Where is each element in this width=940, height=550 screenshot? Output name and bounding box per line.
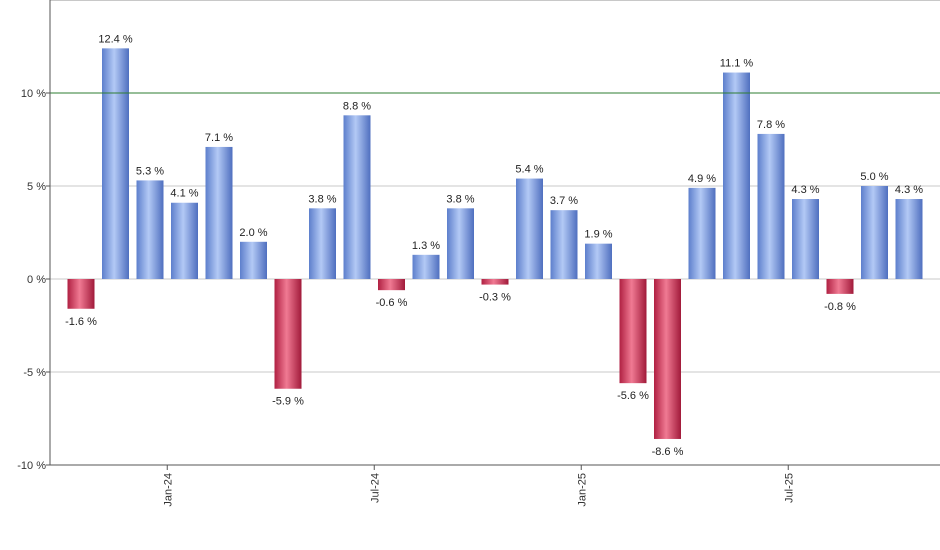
data-label: 4.3 %	[895, 184, 923, 196]
data-label: 1.9 %	[584, 229, 612, 241]
y-tick-label: -10 %	[17, 460, 46, 472]
bar-layer	[67, 48, 923, 439]
data-label: -5.6 %	[617, 390, 649, 402]
bar	[412, 254, 440, 279]
bar	[481, 279, 509, 285]
y-tick-label: 0 %	[27, 274, 46, 286]
data-label: 12.4 %	[98, 33, 132, 45]
data-label: 5.0 %	[860, 171, 888, 183]
bar	[792, 199, 819, 279]
x-tick-label: Jan-25	[576, 473, 588, 507]
data-label: 4.3 %	[791, 184, 819, 196]
data-label: 11.1 %	[720, 58, 754, 70]
data-label: 5.4 %	[515, 164, 543, 176]
bar	[688, 187, 716, 279]
bar	[136, 180, 164, 279]
bar	[102, 48, 129, 279]
bar	[619, 279, 647, 384]
x-tick-label: Jan-24	[162, 473, 174, 507]
bar	[895, 199, 923, 279]
data-label: -0.8 %	[824, 301, 856, 313]
data-label: 5.3 %	[136, 165, 164, 177]
y-tick-label: 5 %	[27, 181, 46, 193]
bar	[343, 115, 371, 279]
data-label: 4.1 %	[170, 188, 198, 200]
bar	[550, 210, 578, 279]
bar	[654, 279, 681, 439]
bar	[447, 208, 474, 279]
bar	[67, 279, 95, 309]
data-label: -8.6 %	[652, 446, 684, 458]
data-label: 3.8 %	[446, 193, 474, 205]
bar	[826, 279, 854, 294]
x-tick-label: Jul-25	[783, 473, 795, 503]
x-tick-label: Jul-24	[369, 473, 381, 503]
data-label: -5.9 %	[272, 396, 304, 408]
bar	[585, 243, 612, 279]
bar	[274, 279, 302, 389]
data-label: -0.6 %	[376, 297, 408, 309]
y-tick-label: -5 %	[23, 367, 46, 379]
data-label: 3.7 %	[550, 195, 578, 207]
axis-layer: 10 % 5 % 0 % -5 % -10 % Jan-24 Jul-24 Jan-25 Jul…	[17, 0, 940, 507]
bar	[757, 133, 785, 279]
data-label: 3.8 %	[308, 193, 336, 205]
bar	[723, 72, 750, 279]
data-label: 7.8 %	[757, 119, 785, 131]
bar	[378, 279, 405, 291]
data-label: 4.9 %	[688, 173, 716, 185]
data-label: 1.3 %	[412, 240, 440, 252]
data-label: 7.1 %	[205, 132, 233, 144]
data-label: 8.8 %	[343, 100, 371, 112]
data-label: -1.6 %	[65, 316, 97, 328]
y-tick-label: 10 %	[21, 88, 46, 100]
bar	[205, 146, 233, 279]
bar	[516, 178, 543, 279]
bar	[240, 241, 267, 279]
data-label: 2.0 %	[239, 227, 267, 239]
label-layer: -1.6 % 12.4 % 5.3 % 4.1 % 7.1 % 2.0 % -5.9 % 3.…	[65, 33, 923, 458]
bar	[309, 208, 336, 279]
bar	[171, 202, 198, 279]
bar	[861, 186, 888, 279]
data-label: -0.3 %	[479, 292, 511, 304]
